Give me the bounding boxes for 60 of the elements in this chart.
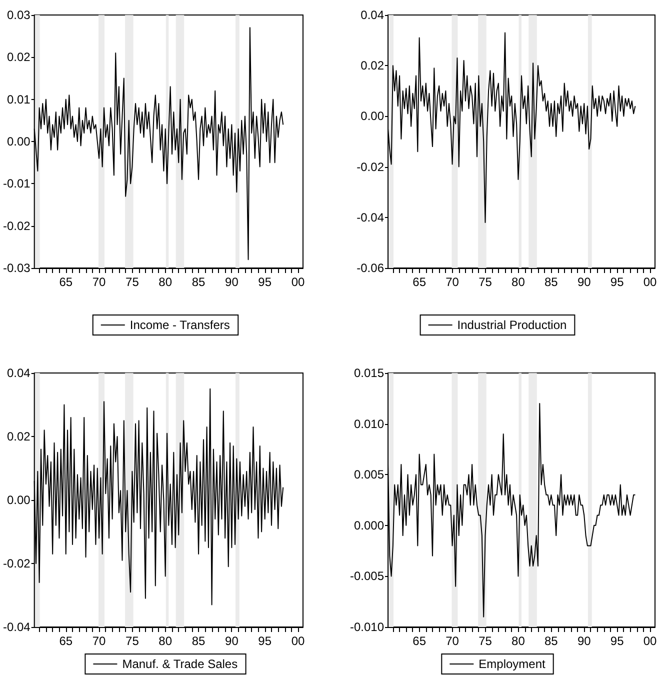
x-tick-label: 90: [577, 634, 592, 648]
x-tick-label: 90: [577, 275, 592, 289]
y-tick-label: 0.04: [360, 8, 384, 22]
x-tick-label: 00: [643, 634, 658, 648]
x-tick-label: 80: [512, 275, 526, 289]
x-tick-label: 65: [412, 634, 426, 648]
y-tick-label: -0.02: [356, 160, 384, 174]
x-tick-label: 70: [92, 275, 106, 289]
x-tick-label: 85: [192, 275, 206, 289]
x-tick-label: 80: [158, 634, 172, 648]
x-tick-label: 95: [258, 275, 272, 289]
y-tick-label: -0.02: [2, 218, 31, 233]
y-tick-label: -0.03: [2, 261, 31, 275]
x-tick-label: 95: [258, 634, 272, 648]
y-tick-label: 0.01: [6, 92, 31, 106]
y-tick-label: -0.01: [2, 176, 31, 191]
y-tick-label: 0.04: [6, 366, 31, 380]
x-tick-label: 75: [478, 634, 492, 648]
y-tick-label: -0.04: [356, 210, 384, 224]
x-tick-label: 65: [59, 275, 73, 289]
y-tick-label: 0.000: [354, 518, 384, 532]
y-tick-label: -0.02: [2, 556, 31, 570]
legend-label: Manuf. & Trade Sales: [122, 657, 238, 671]
x-tick-label: 00: [643, 275, 658, 289]
x-tick-label: 70: [446, 275, 460, 289]
x-tick-label: 95: [610, 275, 624, 289]
y-tick-label: -0.005: [350, 569, 384, 584]
y-tick-label: 0.02: [6, 430, 31, 444]
y-tick-label: 0.02: [6, 50, 31, 64]
x-tick-label: 70: [446, 634, 460, 648]
legend-label: Employment: [478, 657, 546, 671]
x-tick-label: 80: [158, 275, 172, 289]
y-tick-label: -0.06: [356, 261, 384, 275]
y-tick-label: 0.00: [6, 493, 31, 507]
x-tick-label: 90: [225, 275, 239, 289]
x-tick-label: 00: [291, 275, 306, 289]
x-tick-label: 65: [412, 275, 426, 289]
x-tick-label: 85: [544, 275, 558, 289]
y-tick-label: 0.02: [360, 58, 384, 73]
y-tick-label: -0.010: [350, 620, 384, 634]
x-tick-label: 65: [59, 634, 73, 648]
y-tick-label: 0.00: [360, 109, 384, 124]
x-tick-label: 85: [544, 634, 558, 648]
x-tick-label: 75: [478, 275, 492, 289]
x-tick-label: 00: [291, 634, 306, 648]
y-tick-label: 0.015: [354, 366, 384, 380]
legend-label: Industrial Production: [457, 318, 567, 332]
y-tick-label: 0.00: [6, 134, 31, 148]
x-tick-label: 90: [225, 634, 239, 648]
y-tick-label: 0.010: [354, 416, 384, 431]
x-tick-label: 85: [192, 634, 206, 648]
y-tick-label: -0.04: [2, 620, 31, 634]
x-tick-label: 75: [126, 275, 140, 289]
x-tick-label: 70: [92, 634, 106, 648]
legend-label: Income - Transfers: [130, 318, 230, 332]
y-tick-label: 0.005: [354, 468, 384, 482]
x-tick-label: 95: [610, 634, 624, 648]
x-tick-label: 75: [126, 634, 140, 648]
y-tick-label: 0.03: [6, 8, 31, 22]
x-tick-label: 80: [512, 634, 526, 648]
